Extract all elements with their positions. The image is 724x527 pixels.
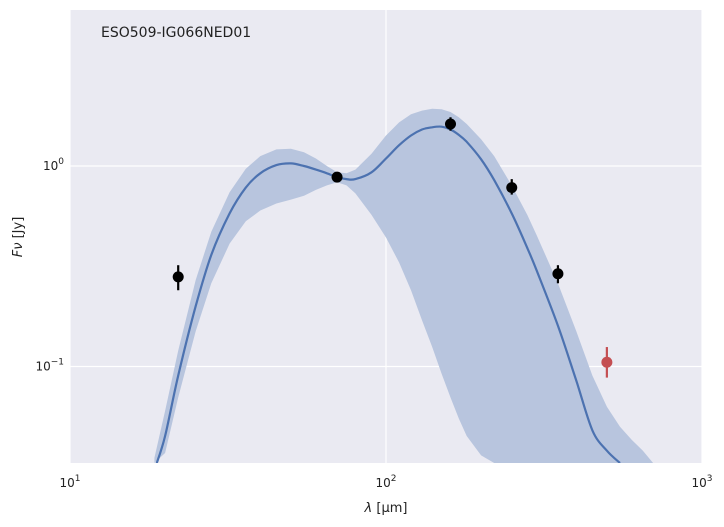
detection-point	[445, 118, 457, 130]
y-axis-ticks: 10−1 100	[35, 157, 64, 373]
x-tick-label: 103	[691, 474, 712, 490]
x-tick-label: 101	[59, 474, 80, 490]
detection-point	[506, 182, 518, 194]
object-name-label: ESO509-IG066NED01	[101, 25, 251, 41]
data-points	[172, 117, 613, 378]
detection-point	[552, 268, 564, 280]
model-uncertainty-band	[154, 108, 654, 463]
detection-point	[172, 271, 184, 283]
x-axis-unit: [μm]	[372, 501, 407, 516]
y-axis-symbol: Fν	[11, 243, 26, 258]
x-axis-ticks: 101 102 103	[59, 474, 712, 490]
x-axis-label: λ [μm]	[364, 501, 408, 516]
y-tick-label: 10−1	[35, 357, 64, 373]
x-axis-symbol: λ	[364, 501, 373, 516]
x-tick-label: 102	[375, 474, 396, 490]
detection-point	[331, 171, 343, 183]
upper-limit-point	[601, 356, 613, 368]
y-tick-label: 100	[43, 157, 64, 173]
model-curve	[155, 125, 621, 463]
y-axis-label: Fν [Jy]	[11, 217, 26, 258]
y-axis-unit: [Jy]	[11, 217, 26, 243]
